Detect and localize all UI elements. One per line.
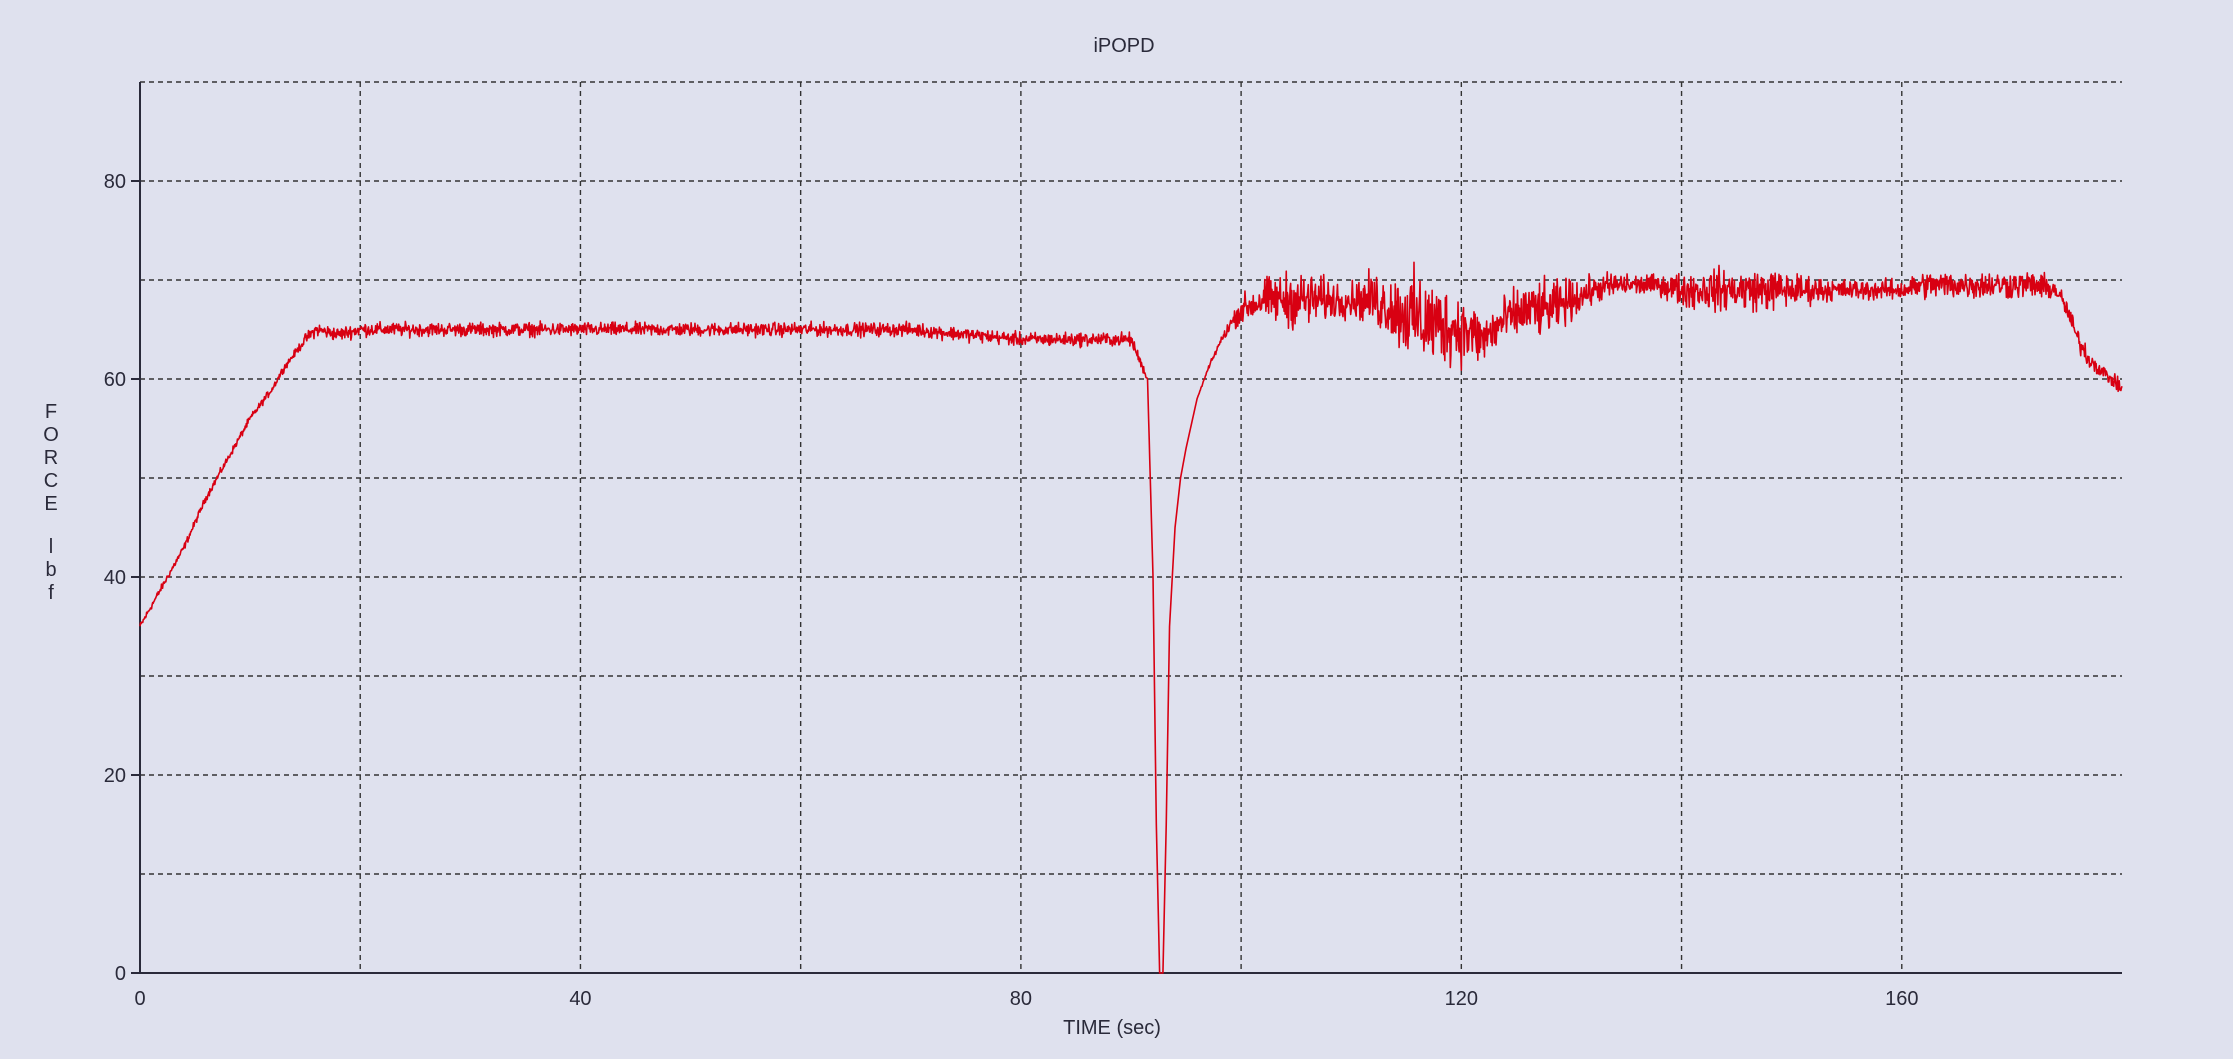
- y-axis-title-letter: f: [48, 582, 54, 604]
- chart-title: iPOPD: [1093, 35, 1154, 57]
- grid: [140, 81, 2122, 973]
- x-tick-label-0: 0: [134, 988, 145, 1010]
- y-tick-label-60: 60: [104, 369, 126, 391]
- y-axis-title-letter: O: [43, 424, 59, 446]
- series: [139, 261, 2123, 974]
- x-tick-label-160: 160: [1885, 988, 1918, 1010]
- x-tick-label-120: 120: [1445, 988, 1478, 1010]
- tick-labels: 0 20 40 60 80 0 40 80 120 160: [104, 171, 1919, 1010]
- y-axis-title-letter: F: [45, 401, 57, 423]
- y-axis-title-letter: C: [44, 470, 58, 492]
- y-tick-label-40: 40: [104, 567, 126, 589]
- y-axis-title-letter: l: [49, 536, 53, 558]
- x-axis-title: TIME (sec): [1063, 1017, 1161, 1039]
- y-tick-label-80: 80: [104, 171, 126, 193]
- y-tick-label-20: 20: [104, 765, 126, 787]
- force-series-line: [139, 261, 2123, 974]
- x-tick-label-40: 40: [569, 988, 591, 1010]
- y-axis-title-letter: R: [44, 447, 58, 469]
- x-tick-label-80: 80: [1010, 988, 1032, 1010]
- axes: [139, 82, 2122, 974]
- y-axis-title-letter: E: [44, 493, 57, 515]
- y-axis-title-letter: b: [45, 559, 56, 581]
- y-tick-label-0: 0: [115, 963, 126, 985]
